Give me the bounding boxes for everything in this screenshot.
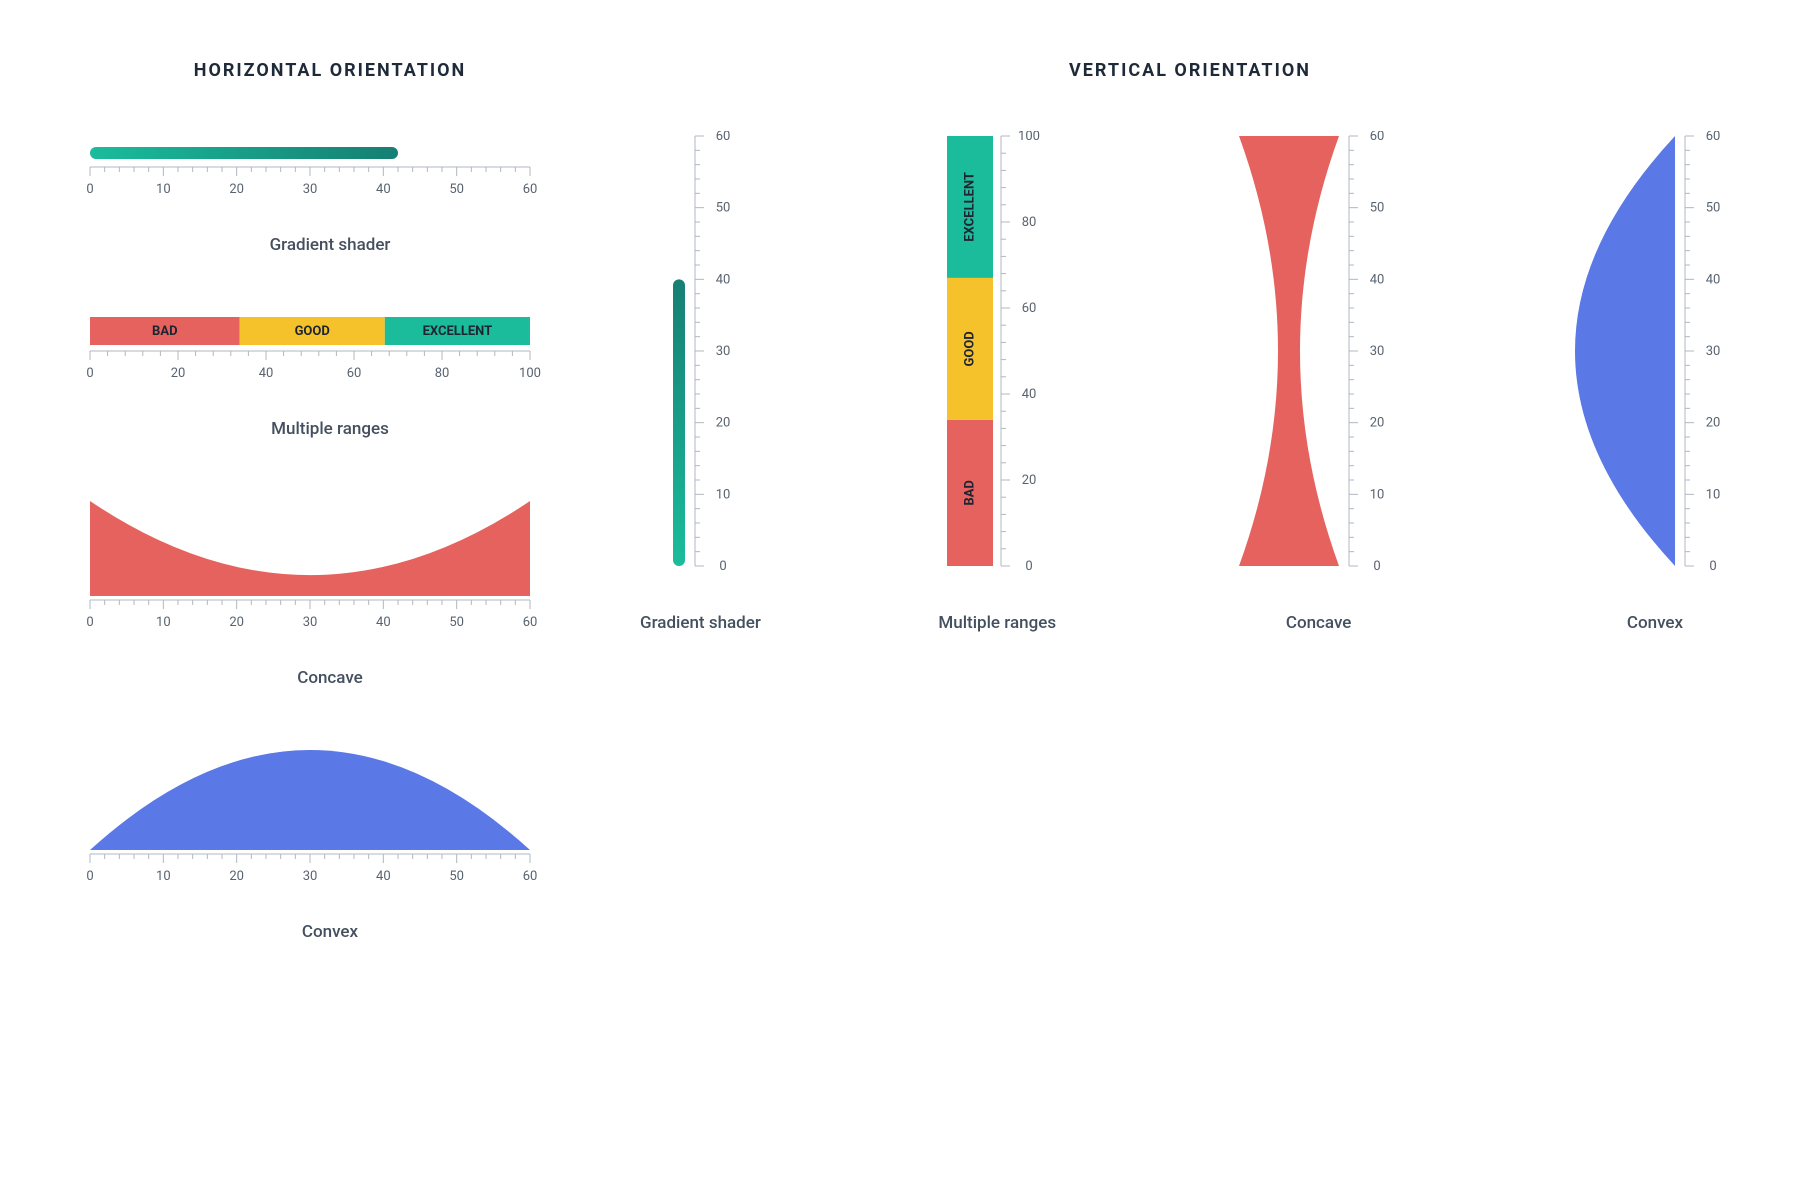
h-convex-label: Convex (80, 922, 580, 942)
svg-text:0: 0 (1709, 559, 1716, 571)
v-convex-label: Convex (1570, 613, 1740, 633)
svg-text:20: 20 (716, 416, 731, 431)
svg-text:10: 10 (156, 615, 171, 630)
svg-text:80: 80 (1022, 215, 1037, 230)
svg-text:0: 0 (86, 869, 93, 884)
horizontal-column: HORIZONTAL ORIENTATION 0 10 20 30 40 50 60 Gra… (80, 60, 580, 942)
svg-text:40: 40 (259, 366, 274, 381)
svg-text:30: 30 (1706, 344, 1721, 359)
svg-text:50: 50 (716, 201, 731, 216)
svg-text:50: 50 (449, 615, 464, 630)
svg-text:0: 0 (1373, 559, 1380, 571)
svg-text:40: 40 (376, 869, 391, 884)
v-concave-label: Concave (1234, 613, 1404, 633)
svg-text:60: 60 (1706, 131, 1721, 144)
svg-text:10: 10 (156, 182, 171, 197)
svg-text:10: 10 (156, 869, 171, 884)
svg-text:60: 60 (523, 869, 538, 884)
svg-text:0: 0 (86, 182, 93, 197)
svg-text:0: 0 (720, 559, 727, 571)
svg-text:100: 100 (519, 366, 541, 381)
svg-text:0: 0 (1026, 559, 1033, 571)
svg-text:BAD: BAD (963, 480, 978, 505)
svg-text:60: 60 (1369, 131, 1384, 144)
svg-text:60: 60 (523, 182, 538, 197)
svg-text:40: 40 (716, 272, 731, 287)
svg-text:30: 30 (303, 182, 318, 197)
h-ranges-gauge: BAD GOOD EXCELLENT 0 20 40 60 80 100 (80, 317, 580, 391)
h-gradient-gauge: 0 10 20 30 40 50 60 (80, 143, 580, 207)
svg-text:50: 50 (1706, 201, 1721, 216)
h-gradient-label: Gradient shader (80, 235, 580, 255)
svg-text:20: 20 (229, 615, 244, 630)
v-convex-cell: 0 10 20 30 40 50 60 Convex (1570, 131, 1740, 633)
svg-text:20: 20 (1369, 416, 1384, 431)
svg-text:20: 20 (229, 182, 244, 197)
svg-text:30: 30 (716, 344, 731, 359)
v-gradient-label: Gradient shader (640, 613, 761, 633)
v-ranges-gauge: BAD GOOD EXCELLENT 0 20 40 60 80 100 (927, 131, 1067, 575)
vertical-gauges-row: 0 10 20 30 40 50 60 Gradient shader BAD GOOD EXC… (640, 131, 1740, 633)
svg-text:10: 10 (1706, 487, 1721, 502)
h-convex-gauge: 0 10 20 30 40 50 60 (80, 750, 580, 894)
vertical-title: VERTICAL ORIENTATION (640, 60, 1740, 81)
svg-text:10: 10 (1369, 487, 1384, 502)
svg-text:EXCELLENT: EXCELLENT (963, 172, 978, 242)
svg-text:EXCELLENT: EXCELLENT (423, 324, 493, 339)
vertical-column: VERTICAL ORIENTATION 0 10 20 30 40 50 60 Gradi… (640, 60, 1740, 633)
h-ranges-label: Multiple ranges (80, 419, 580, 439)
svg-text:50: 50 (449, 869, 464, 884)
svg-text:20: 20 (1706, 416, 1721, 431)
v-concave-gauge: 0 10 20 30 40 50 60 (1234, 131, 1404, 575)
svg-text:GOOD: GOOD (963, 331, 978, 366)
svg-text:40: 40 (376, 182, 391, 197)
h-concave-gauge: 0 10 20 30 40 50 60 (80, 501, 580, 640)
svg-text:20: 20 (171, 366, 186, 381)
horizontal-title: HORIZONTAL ORIENTATION (80, 60, 580, 81)
v-gradient-cell: 0 10 20 30 40 50 60 Gradient shader (640, 131, 761, 633)
svg-text:10: 10 (716, 487, 731, 502)
svg-text:GOOD: GOOD (295, 324, 330, 339)
svg-text:50: 50 (449, 182, 464, 197)
svg-text:30: 30 (303, 869, 318, 884)
svg-text:40: 40 (1706, 272, 1721, 287)
svg-text:20: 20 (229, 869, 244, 884)
svg-text:100: 100 (1018, 131, 1040, 144)
svg-text:20: 20 (1022, 473, 1037, 488)
svg-text:BAD: BAD (152, 324, 177, 339)
v-ranges-label: Multiple ranges (927, 613, 1067, 633)
svg-text:50: 50 (1369, 201, 1384, 216)
svg-text:40: 40 (1022, 387, 1037, 402)
svg-text:40: 40 (1369, 272, 1384, 287)
svg-text:60: 60 (716, 131, 731, 144)
svg-text:60: 60 (347, 366, 362, 381)
v-ranges-cell: BAD GOOD EXCELLENT 0 20 40 60 80 100 Multiple ra… (927, 131, 1067, 633)
v-convex-gauge: 0 10 20 30 40 50 60 (1570, 131, 1740, 575)
svg-text:0: 0 (86, 366, 93, 381)
svg-text:30: 30 (1369, 344, 1384, 359)
svg-text:30: 30 (303, 615, 318, 630)
svg-text:60: 60 (523, 615, 538, 630)
v-concave-cell: 0 10 20 30 40 50 60 Concave (1234, 131, 1404, 633)
svg-text:60: 60 (1022, 301, 1037, 316)
svg-text:40: 40 (376, 615, 391, 630)
h-concave-label: Concave (80, 668, 580, 688)
svg-text:80: 80 (435, 366, 450, 381)
svg-text:0: 0 (86, 615, 93, 630)
v-gradient-gauge: 0 10 20 30 40 50 60 (640, 131, 761, 575)
